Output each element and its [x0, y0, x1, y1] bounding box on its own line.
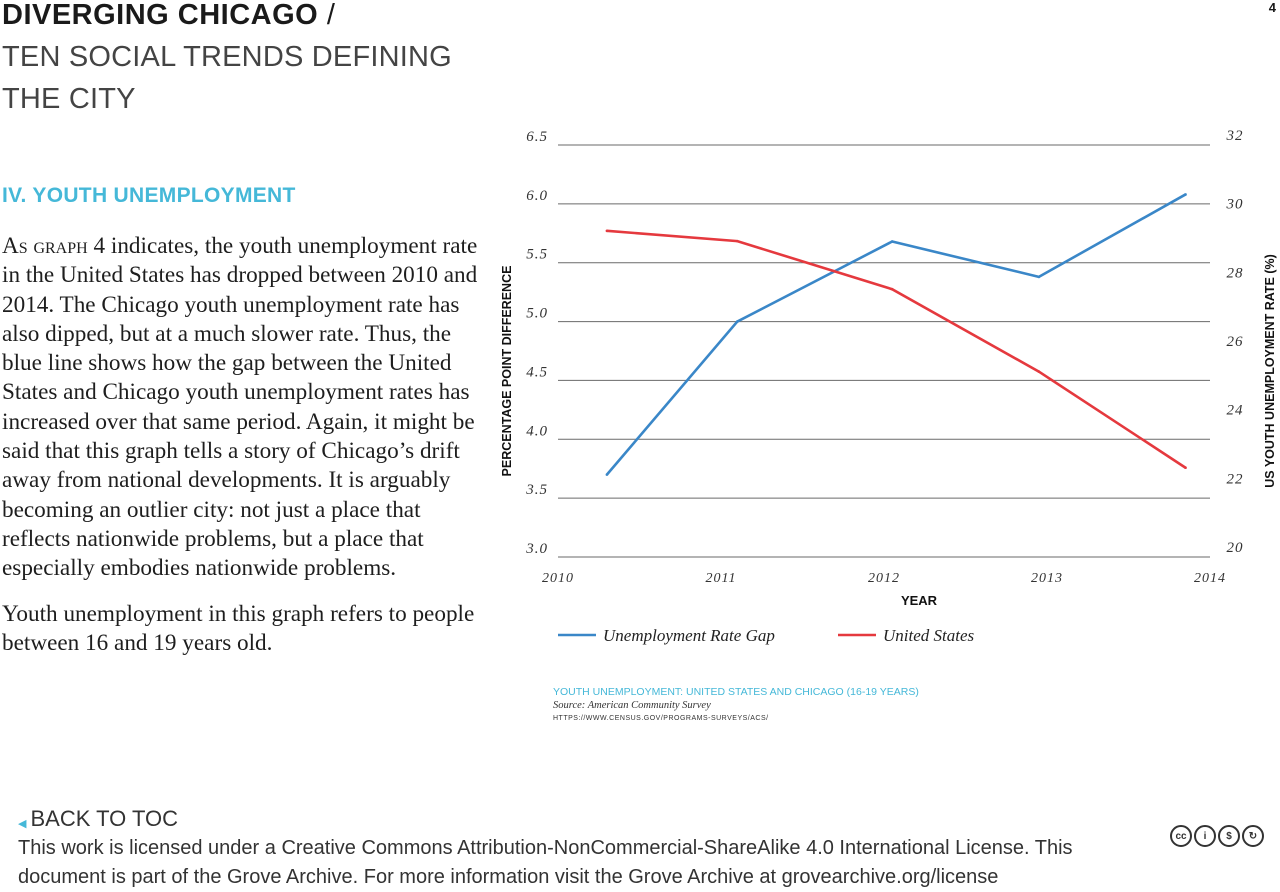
by-icon: i	[1194, 825, 1216, 847]
chart: 3.0 3.5 4.0 4.5 5.0 5.5 6.0 6.5 20 22 24 26 28 30 32 20…	[490, 125, 1280, 745]
page-title: DIVERGING CHICAGO /	[2, 0, 482, 30]
series-line	[606, 229, 1187, 469]
title-block: DIVERGING CHICAGO / TEN SOCIAL TRENDS DE…	[2, 0, 482, 120]
y-right-tick-label: 24	[1227, 403, 1244, 419]
y-right-tick-label: 28	[1227, 265, 1244, 281]
y-left-tick-label: 4.0	[526, 423, 548, 439]
data-point	[736, 320, 739, 323]
y-left-tick-label: 4.5	[526, 364, 548, 380]
body-text: As graph 4 indicates, the youth unemploy…	[2, 232, 478, 674]
chart-caption: YOUTH UNEMPLOYMENT: UNITED STATES AND CH…	[553, 686, 1153, 722]
data-point	[1037, 275, 1041, 279]
x-tick-label: 2010	[542, 571, 574, 586]
y-right-tick-label: 20	[1227, 540, 1244, 556]
y-left-tick-label: 6.5	[526, 129, 548, 145]
page-subtitle: TEN SOCIAL TRENDS DEFINING THE CITY	[2, 41, 452, 115]
y-left-tick-label: 3.5	[525, 482, 548, 498]
page-number: 4	[1268, 0, 1276, 15]
back-arrow-icon: ◀	[18, 817, 27, 830]
y-left-tick-label: 6.0	[526, 188, 548, 204]
y-left-tick-label: 3.0	[525, 541, 548, 557]
nc-icon: $	[1218, 825, 1240, 847]
body-paragraph-1: As graph 4 indicates, the youth unemploy…	[2, 232, 478, 584]
y-left-tick-label: 5.5	[526, 247, 548, 263]
x-tick-label: 2013	[1031, 571, 1063, 586]
page-title-main: DIVERGING CHICAGO	[2, 0, 319, 31]
data-point	[890, 240, 894, 243]
cc-icon: cc	[1170, 825, 1192, 847]
data-point	[605, 229, 609, 233]
y-left-tick-label: 5.0	[526, 306, 548, 322]
back-to-toc-link[interactable]: ◀ BACK TO TOC	[18, 806, 178, 832]
body-paragraph-2: Youth unemployment in this graph refers …	[2, 600, 475, 656]
y-right-tick-label: 22	[1227, 471, 1244, 487]
y-right-tick-label: 32	[1226, 128, 1244, 144]
x-tick-label: 2012	[868, 571, 900, 586]
x-tick-label: 2011	[706, 571, 737, 586]
legend-label: Unemployment Rate Gap	[603, 626, 775, 645]
section-heading: IV. YOUTH UNEMPLOYMENT	[2, 184, 296, 207]
line-chart-svg: 3.0 3.5 4.0 4.5 5.0 5.5 6.0 6.5 20 22 24 26 28 30 32 20…	[500, 128, 1277, 645]
cc-license-badges[interactable]: cc i $ ↻	[1170, 825, 1264, 847]
y-right-tick-label: 26	[1227, 334, 1244, 350]
x-tick-label: 2014	[1194, 571, 1226, 586]
caption-title: YOUTH UNEMPLOYMENT: UNITED STATES AND CH…	[553, 686, 919, 698]
data-point	[1184, 466, 1187, 470]
sa-icon: ↻	[1242, 825, 1264, 847]
paragraph-1-text: indicates, the youth unemployment rate i…	[2, 233, 478, 582]
x-axis-label: YEAR	[901, 593, 938, 608]
data-point	[890, 287, 894, 291]
license-text: This work is licensed under a Creative C…	[18, 837, 1073, 888]
data-point	[605, 473, 609, 476]
y-left-axis-label: PERCENTAGE POINT DIFFERENCE	[500, 266, 514, 477]
y-right-tick-label: 30	[1226, 197, 1244, 213]
title-separator: /	[326, 0, 336, 31]
data-point	[1184, 193, 1187, 196]
lead-smallcaps: As graph 4	[2, 233, 106, 259]
back-to-toc-label: BACK TO TOC	[30, 806, 179, 831]
caption-url[interactable]: HTTPS://WWW.CENSUS.GOV/PROGRAMS-SURVEYS/…	[553, 715, 769, 722]
data-point	[736, 239, 739, 243]
caption-source: Source: American Community Survey	[553, 700, 711, 711]
y-right-axis-label: US YOUTH UNEMPLOYMENT RATE (%)	[1263, 254, 1277, 488]
data-point	[1037, 370, 1041, 373]
legend-label: United States	[883, 626, 975, 645]
